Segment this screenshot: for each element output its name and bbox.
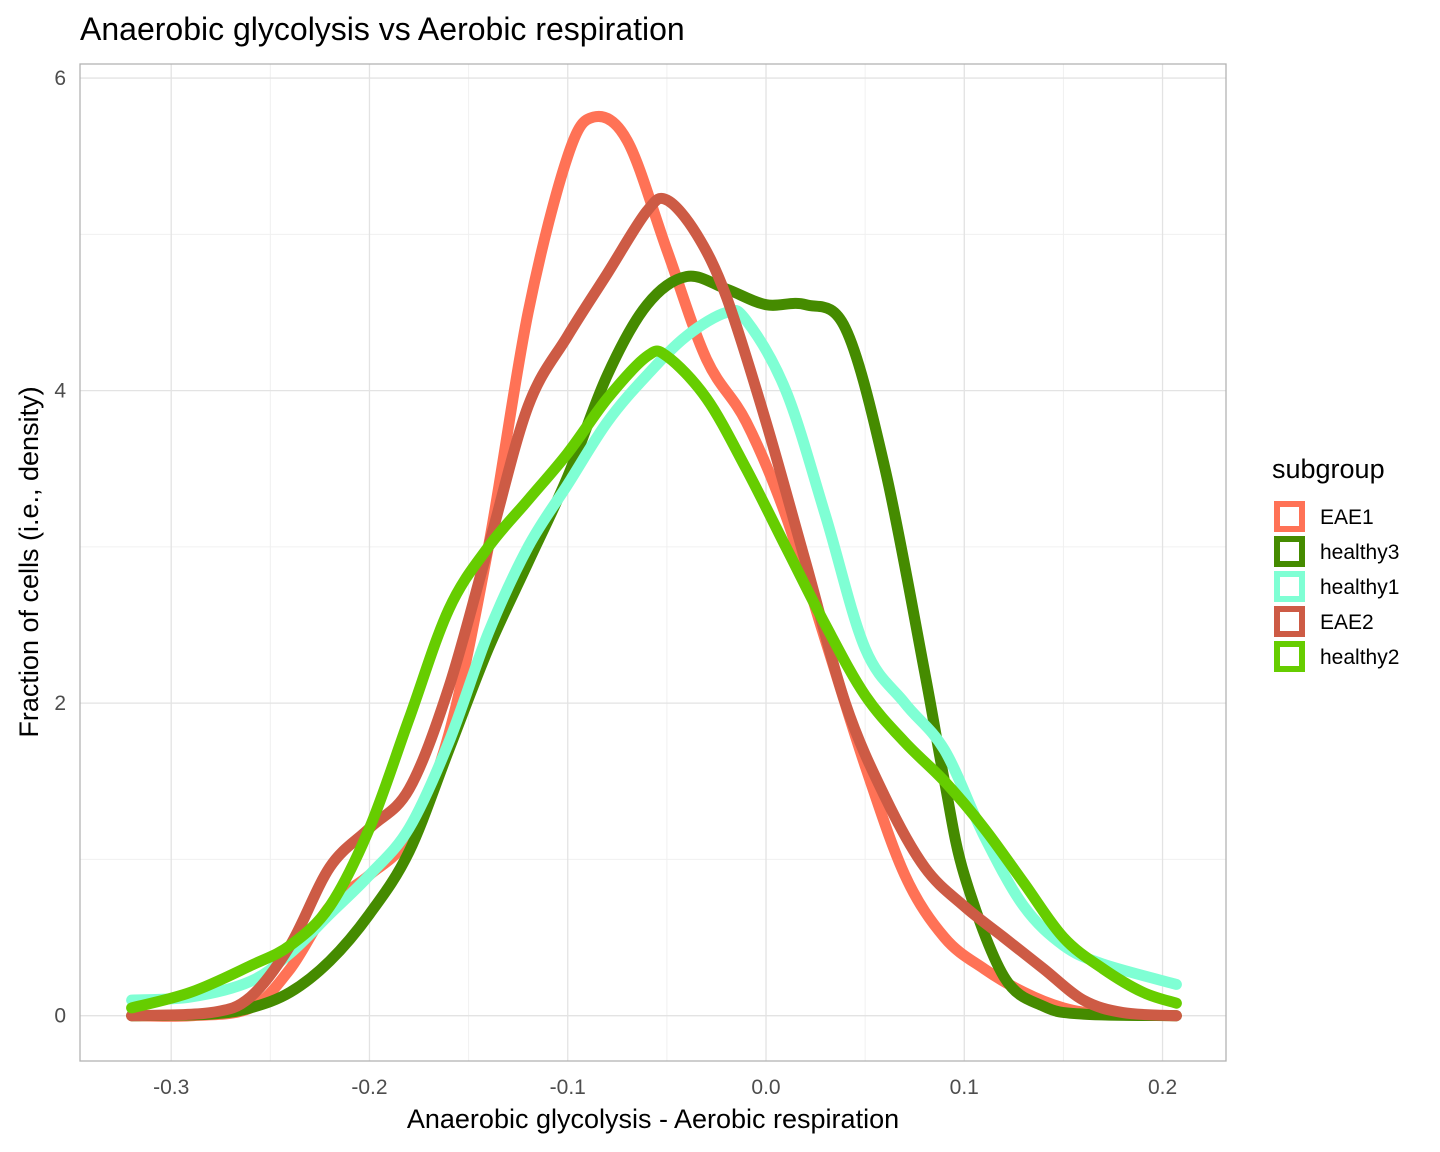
legend-key-eae2 (1274, 606, 1305, 637)
legend-key-healthy3 (1274, 536, 1305, 567)
x-tick-label: 0.0 (751, 1076, 780, 1099)
series-line-healthy2 (126, 345, 1182, 1014)
legend-label-eae2: EAE2 (1320, 611, 1374, 634)
series-line-healthy3 (126, 270, 1182, 1022)
y-tick-label: 2 (54, 692, 66, 715)
x-tick-label: -0.3 (153, 1076, 189, 1099)
series-layer (126, 110, 1182, 1022)
series-line-eae2 (126, 192, 1182, 1022)
series-line-healthy1 (126, 304, 1182, 1006)
x-axis-ticks: -0.3 -0.2 -0.1 0.0 0.1 0.2 (153, 1076, 1177, 1099)
y-tick-label: 0 (54, 1005, 66, 1028)
y-tick-label: 6 (54, 67, 66, 90)
legend-items: EAE1 healthy3 healthy1 EAE2 healthy2 (1274, 501, 1399, 672)
minor-gridlines (80, 64, 1226, 1061)
y-tick-label: 4 (54, 380, 66, 403)
y-axis-title: Fraction of cells (i.e., density) (14, 386, 44, 737)
legend-label-healthy3: healthy3 (1320, 541, 1399, 564)
x-tick-label: -0.1 (550, 1076, 586, 1099)
y-axis-ticks: 0 2 4 6 (54, 67, 66, 1028)
legend-key-healthy2 (1274, 641, 1305, 672)
x-tick-label: -0.2 (351, 1076, 387, 1099)
legend-key-eae1 (1274, 501, 1305, 532)
x-tick-label: 0.1 (950, 1076, 979, 1099)
legend-label-healthy1: healthy1 (1320, 576, 1399, 599)
plot-border (79, 63, 1227, 1062)
legend-label-healthy2: healthy2 (1320, 646, 1399, 669)
x-tick-label: 0.2 (1148, 1076, 1177, 1099)
legend-label-eae1: EAE1 (1320, 506, 1374, 529)
legend-key-healthy1 (1274, 571, 1305, 602)
legend: subgroup EAE1 healthy3 healthy1 EAE2 healthy… (1272, 454, 1399, 672)
chart-title: Anaerobic glycolysis vs Aerobic respirat… (80, 11, 685, 47)
legend-title: subgroup (1272, 454, 1385, 484)
x-axis-title: Anaerobic glycolysis - Aerobic respirati… (407, 1104, 899, 1134)
major-gridlines (80, 64, 1226, 1061)
